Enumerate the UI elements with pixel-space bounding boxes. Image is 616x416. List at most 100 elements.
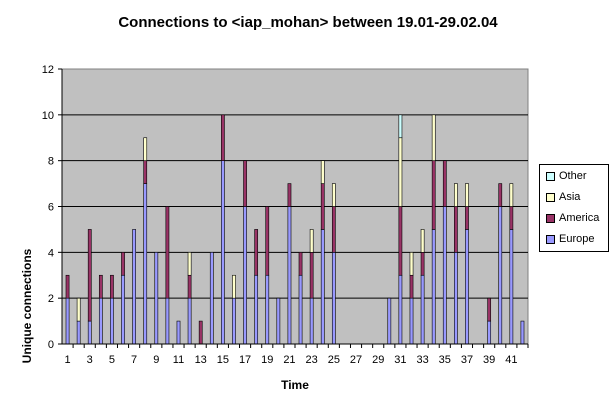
bar-america-33 xyxy=(420,252,425,276)
chart-title: Connections to <iap_mohan> between 19.01… xyxy=(118,14,498,31)
x-tick-label-7: 7 xyxy=(131,354,137,366)
legend-swatch-europe xyxy=(546,234,555,244)
x-tick-label-39: 39 xyxy=(483,354,495,366)
bar-europe-21 xyxy=(287,206,292,345)
legend-label-asia: Asia xyxy=(559,191,581,203)
bar-europe-6 xyxy=(121,274,125,345)
bar-america-6 xyxy=(121,252,125,276)
legend-item-europe: Europe xyxy=(546,232,594,246)
bar-europe-8 xyxy=(143,183,148,345)
x-tick-label-35: 35 xyxy=(439,354,451,366)
bar-america-24 xyxy=(320,183,325,230)
bar-asia-32 xyxy=(409,252,414,276)
bar-america-32 xyxy=(409,274,414,299)
bar-europe-30 xyxy=(387,297,392,345)
y-tick-label-2: 2 xyxy=(48,293,54,305)
bar-asia-37 xyxy=(465,183,469,207)
bar-europe-9 xyxy=(154,252,159,345)
bar-europe-33 xyxy=(420,274,425,345)
bar-america-19 xyxy=(265,206,270,276)
bar-other-31 xyxy=(398,114,403,139)
bar-america-18 xyxy=(254,229,259,276)
bar-europe-42 xyxy=(520,320,525,345)
bar-asia-12 xyxy=(187,252,192,276)
bar-europe-25 xyxy=(331,252,336,345)
bar-america-22 xyxy=(298,252,303,276)
bar-europe-19 xyxy=(265,274,270,345)
bar-america-31 xyxy=(398,206,403,276)
x-tick-label-5: 5 xyxy=(109,354,115,366)
bar-america-37 xyxy=(465,206,469,230)
legend-swatch-asia xyxy=(546,192,555,202)
bar-asia-31 xyxy=(398,137,403,207)
legend-label-europe: Europe xyxy=(559,233,595,245)
bar-america-3 xyxy=(87,229,92,322)
x-tick-label-13: 13 xyxy=(195,354,207,366)
x-tick-label-25: 25 xyxy=(328,354,340,366)
bar-europe-22 xyxy=(298,274,303,345)
bar-america-23 xyxy=(309,252,314,299)
bar-europe-40 xyxy=(498,206,503,345)
y-tick-label-8: 8 xyxy=(48,156,54,168)
bar-america-35 xyxy=(442,160,447,207)
bar-europe-24 xyxy=(320,229,325,345)
bar-europe-17 xyxy=(243,206,247,345)
x-tick-label-17: 17 xyxy=(239,354,251,366)
bar-asia-36 xyxy=(454,183,458,207)
x-tick-label-33: 33 xyxy=(416,354,428,366)
x-tick-label-37: 37 xyxy=(461,354,473,366)
x-tick-label-31: 31 xyxy=(394,354,406,366)
bar-asia-23 xyxy=(309,229,314,253)
bar-america-5 xyxy=(110,274,114,299)
bar-america-12 xyxy=(187,274,192,299)
bar-america-21 xyxy=(287,183,292,207)
bar-europe-7 xyxy=(132,229,136,345)
bar-europe-5 xyxy=(110,297,114,345)
legend-item-other: Other xyxy=(546,169,587,183)
x-tick-label-1: 1 xyxy=(64,354,70,366)
legend-item-america: America xyxy=(546,211,599,225)
bar-america-8 xyxy=(143,160,148,184)
y-tick-label-6: 6 xyxy=(48,202,54,214)
x-tick-label-11: 11 xyxy=(173,354,184,366)
bar-asia-24 xyxy=(320,160,325,184)
legend-swatch-other xyxy=(546,171,555,181)
legend: Other Asia America Europe xyxy=(539,164,609,252)
legend-label-america: America xyxy=(559,212,600,224)
bar-europe-4 xyxy=(98,297,103,345)
bar-asia-34 xyxy=(431,114,436,161)
bar-europe-37 xyxy=(465,229,469,345)
bar-america-13 xyxy=(198,320,203,345)
bar-europe-15 xyxy=(221,160,225,345)
bar-europe-14 xyxy=(209,252,214,345)
bar-europe-16 xyxy=(232,297,236,345)
bar-europe-32 xyxy=(409,297,414,345)
legend-item-asia: Asia xyxy=(546,190,580,204)
bar-europe-3 xyxy=(87,320,92,345)
x-tick-label-19: 19 xyxy=(261,354,273,366)
bar-europe-41 xyxy=(509,229,514,345)
bar-europe-10 xyxy=(165,297,170,345)
bar-asia-41 xyxy=(509,183,514,207)
bar-america-40 xyxy=(498,183,503,207)
x-tick-label-9: 9 xyxy=(153,354,159,366)
bar-america-39 xyxy=(487,297,492,322)
x-tick-label-41: 41 xyxy=(505,354,517,366)
bar-europe-1 xyxy=(65,297,70,345)
y-tick-label-10: 10 xyxy=(42,110,54,122)
bar-america-15 xyxy=(221,114,225,161)
bar-europe-2 xyxy=(76,320,81,345)
bar-europe-12 xyxy=(187,297,192,345)
bar-asia-25 xyxy=(331,183,336,207)
bar-america-4 xyxy=(98,274,103,299)
x-tick-label-29: 29 xyxy=(372,354,384,366)
x-tick-label-23: 23 xyxy=(306,354,318,366)
x-axis-label: Time xyxy=(281,378,309,392)
bar-america-41 xyxy=(509,206,514,230)
bar-europe-36 xyxy=(454,252,458,345)
x-tick-label-21: 21 xyxy=(283,354,295,366)
bar-asia-33 xyxy=(420,229,425,253)
bar-europe-11 xyxy=(176,320,181,345)
